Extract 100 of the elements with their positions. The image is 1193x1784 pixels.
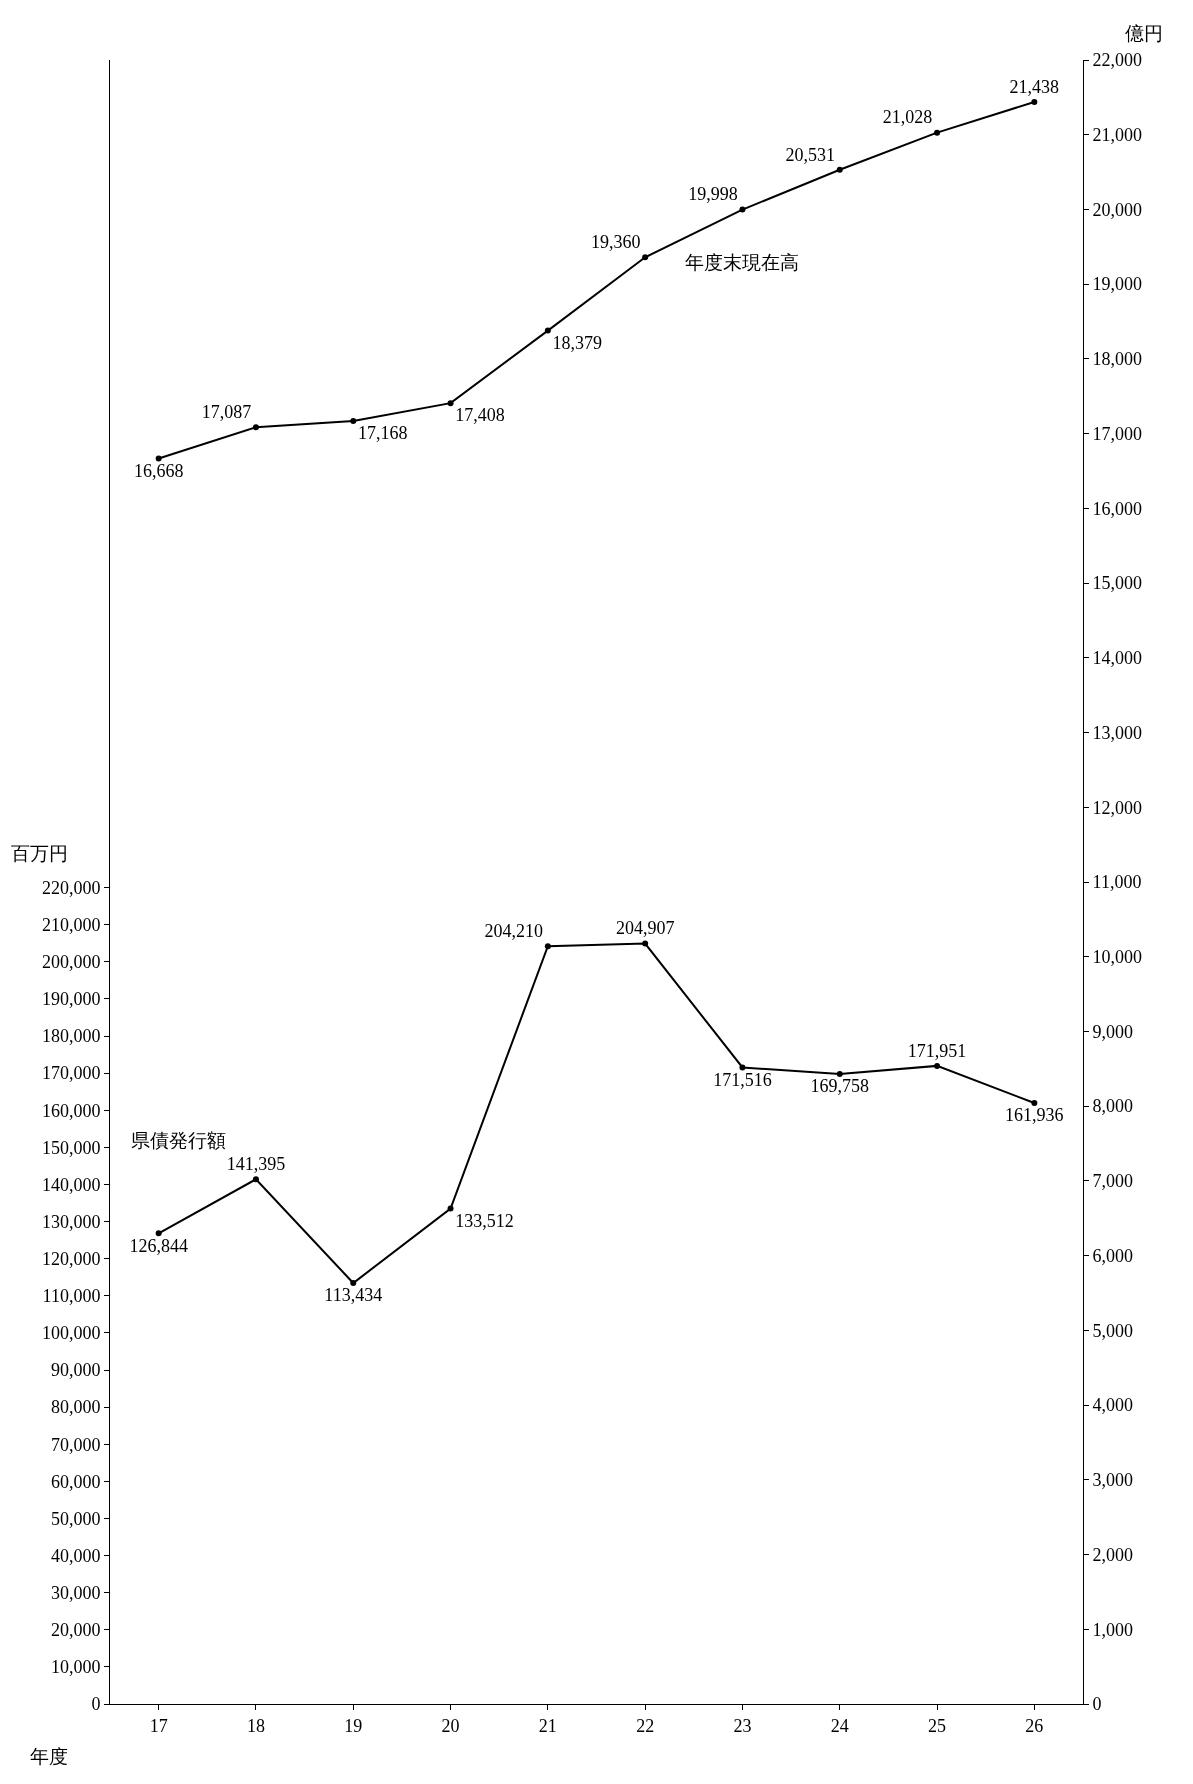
y2-tick-label: 9,000 <box>1092 1021 1134 1042</box>
data-label: 17,087 <box>201 401 252 422</box>
y2-tick-label: 6,000 <box>1092 1245 1134 1266</box>
y2-tick-label: 12,000 <box>1092 797 1143 818</box>
y-tick-label: 60,000 <box>50 1471 101 1492</box>
point <box>1031 99 1038 105</box>
x-tick-label: 26 <box>1025 1715 1044 1736</box>
y-tick-label: 220,000 <box>41 877 101 898</box>
series-label: 年度末現在高 <box>685 252 799 273</box>
data-label: 21,438 <box>1009 76 1060 97</box>
y2-tick-label: 20,000 <box>1092 199 1143 220</box>
data-label: 141,395 <box>226 1154 286 1175</box>
data-label: 204,907 <box>615 918 675 939</box>
point <box>642 940 649 947</box>
y2-tick-label: 3,000 <box>1092 1470 1134 1491</box>
y-tick-label: 10,000 <box>50 1657 101 1678</box>
y2-tick-label: 4,000 <box>1092 1395 1134 1416</box>
data-label: 21,028 <box>882 107 933 128</box>
y2-tick-label: 17,000 <box>1092 423 1143 444</box>
y-tick-label: 110,000 <box>42 1286 101 1307</box>
point <box>447 1205 454 1212</box>
x-tick-label: 18 <box>246 1715 265 1736</box>
x-tick-label: 23 <box>733 1715 752 1736</box>
y-tick-label: 210,000 <box>41 914 101 935</box>
y-tick-label: 150,000 <box>41 1137 101 1158</box>
x-tick-label: 17 <box>149 1715 168 1736</box>
y-tick-label: 200,000 <box>41 952 101 973</box>
y2-tick-label: 8,000 <box>1092 1096 1134 1117</box>
point <box>1031 1100 1038 1107</box>
data-label: 161,936 <box>1005 1105 1064 1126</box>
point <box>836 1071 843 1078</box>
x-tick-label: 20 <box>441 1715 460 1736</box>
y-tick-label: 120,000 <box>41 1248 101 1269</box>
point <box>350 1280 357 1287</box>
y-tick-label: 170,000 <box>41 1063 101 1084</box>
data-label: 19,360 <box>590 232 641 253</box>
text: 県債発行額 <box>131 1130 226 1151</box>
point <box>252 1176 259 1183</box>
point <box>642 254 649 261</box>
y2-tick-label: 11,000 <box>1092 872 1142 893</box>
y-tick-label: 50,000 <box>50 1508 101 1529</box>
y2-tick-label: 21,000 <box>1092 125 1143 146</box>
y2-tick-label: 19,000 <box>1092 274 1143 295</box>
y-tick-label: 30,000 <box>50 1582 101 1603</box>
x-tick-label: 24 <box>830 1715 849 1736</box>
y2-tick-label: 22,000 <box>1092 50 1143 71</box>
point <box>350 418 357 425</box>
data-label: 17,408 <box>455 405 505 426</box>
y2-tick-label: 18,000 <box>1092 349 1143 370</box>
y-tick-label: 190,000 <box>41 989 101 1010</box>
y-tick-label: 100,000 <box>41 1323 101 1344</box>
y-tick-label: 20,000 <box>50 1620 101 1641</box>
data-label: 133,512 <box>455 1210 514 1231</box>
point <box>252 424 259 431</box>
data-label: 169,758 <box>810 1076 869 1097</box>
x-axis-title: 年度 <box>30 1746 68 1767</box>
y-tick-label: 80,000 <box>50 1397 101 1418</box>
data-label: 204,210 <box>484 920 544 941</box>
y2-tick-label: 10,000 <box>1092 947 1143 968</box>
y2-tick-label: 1,000 <box>1092 1619 1134 1640</box>
y-tick-label: 40,000 <box>50 1545 101 1566</box>
x-tick-label: 21 <box>538 1715 557 1736</box>
x-tick-label: 25 <box>928 1715 947 1736</box>
point <box>739 206 746 213</box>
y-tick-label: 130,000 <box>41 1211 101 1232</box>
y-tick-label: 140,000 <box>41 1174 101 1195</box>
point <box>739 1064 746 1071</box>
y2-tick-label: 15,000 <box>1092 573 1143 594</box>
data-label: 17,168 <box>358 423 408 444</box>
point <box>836 166 843 173</box>
data-label: 18,379 <box>552 332 603 353</box>
point <box>934 129 941 136</box>
y2-tick-label: 0 <box>1092 1694 1102 1715</box>
data-label: 171,516 <box>713 1069 772 1090</box>
y-tick-label: 160,000 <box>41 1100 101 1121</box>
y-tick-label: 0 <box>91 1694 101 1715</box>
y-tick-label: 70,000 <box>50 1434 101 1455</box>
point <box>155 1230 162 1237</box>
point <box>544 943 551 950</box>
data-label: 171,951 <box>907 1040 967 1061</box>
y2-axis-title: 億円 <box>1125 23 1163 44</box>
y2-tick-label: 13,000 <box>1092 722 1143 743</box>
y2-tick-label: 2,000 <box>1092 1544 1134 1565</box>
point <box>544 327 551 334</box>
y-axis-title: 百万円 <box>11 843 68 864</box>
y-tick-label: 180,000 <box>41 1026 101 1047</box>
y2-tick-label: 16,000 <box>1092 498 1143 519</box>
data-label: 20,531 <box>785 144 835 165</box>
y-tick-label: 90,000 <box>50 1360 101 1381</box>
point <box>447 400 454 407</box>
data-label: 126,844 <box>129 1235 188 1256</box>
y2-tick-label: 7,000 <box>1092 1171 1134 1192</box>
x-tick-label: 19 <box>344 1715 363 1736</box>
point <box>155 455 162 462</box>
x-tick-label: 22 <box>636 1715 655 1736</box>
data-label: 16,668 <box>133 460 184 481</box>
data-label: 113,434 <box>324 1285 383 1306</box>
y2-tick-label: 14,000 <box>1092 648 1143 669</box>
point <box>934 1062 941 1069</box>
y2-tick-label: 5,000 <box>1092 1320 1134 1341</box>
